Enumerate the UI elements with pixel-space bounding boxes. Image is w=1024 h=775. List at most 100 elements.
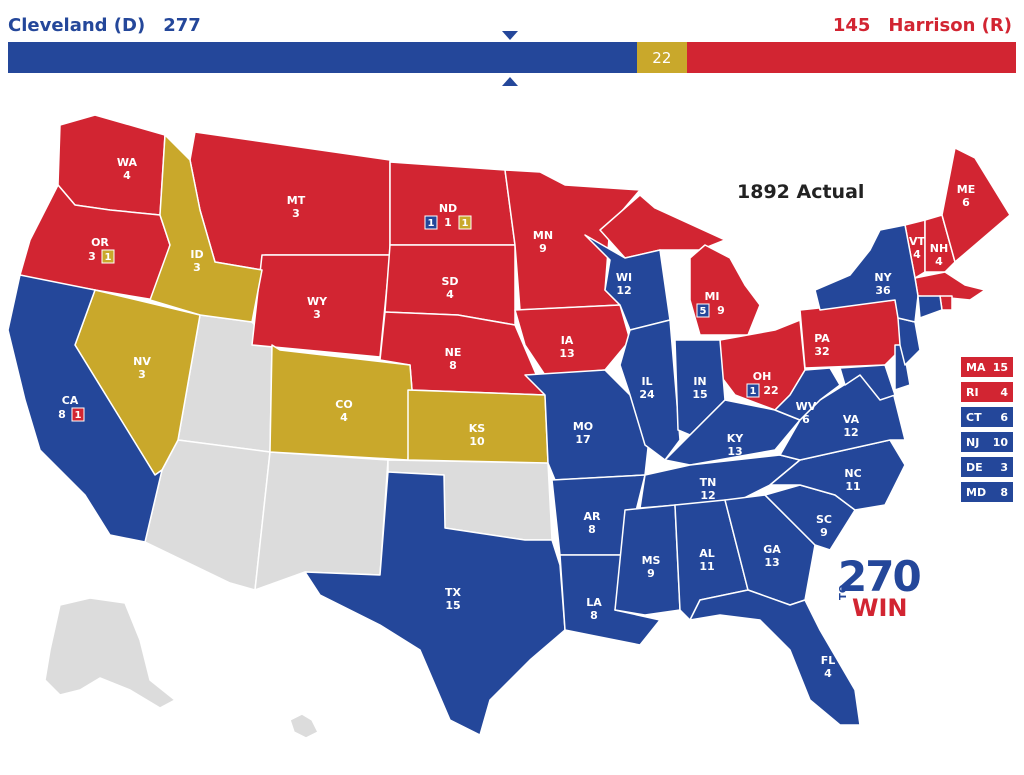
bar-segment-dem [8,42,637,73]
state-mi[interactable] [689,244,761,336]
state-label-oh: OH [753,370,772,383]
split-votes-or: 1 [105,252,112,263]
state-label-ne: NE [445,346,462,359]
state-votes-wi: 12 [616,284,631,297]
state-label-in: IN [693,375,706,388]
legend-abbr: RI [966,385,979,399]
state-votes-ia: 13 [559,347,574,360]
state-il[interactable] [619,319,681,461]
state-votes-il: 24 [639,388,655,401]
state-ct[interactable] [917,295,943,319]
state-label-vt: VT [909,235,926,248]
state-label-ks: KS [469,422,486,435]
legend-item-ct[interactable]: CT 6 [961,407,1013,427]
state-votes-fl: 4 [824,667,832,680]
map-title: 1892 Actual [737,181,865,203]
state-label-sd: SD [441,275,458,288]
legend-item-ri[interactable]: RI 4 [961,382,1013,402]
state-label-mi: MI [704,290,719,303]
logo-number: 270 [838,552,922,601]
split-votes-nd-box [458,215,472,230]
state-nh[interactable] [924,214,956,273]
state-ny[interactable] [814,224,919,323]
state-label-wi: WI [616,271,632,284]
state-label-nc: NC [844,467,861,480]
state-label-il: IL [641,375,652,388]
state-label-ms: MS [642,554,661,567]
legend-abbr: MD [966,485,987,499]
state-ca[interactable] [7,274,163,543]
bar-segment-rep [686,42,1016,73]
dem-votes: 277 [163,15,201,36]
legend-votes: 4 [1000,385,1008,399]
state-votes-ms: 9 [647,567,655,580]
state-label-id: ID [190,248,203,261]
state-md[interactable] [839,364,896,401]
state-label-tx: TX [445,586,462,599]
state-label-me: ME [957,183,975,196]
state-votes-ky: 13 [727,445,742,458]
state-votes-mn: 9 [539,242,547,255]
rep-votes: 145 [832,15,871,36]
logo-win: WIN [852,594,908,622]
state-ak[interactable] [44,597,176,709]
state-votes-sd: 4 [446,288,454,301]
state-label-ar: AR [584,510,602,523]
state-votes-or: 3 [88,250,96,263]
legend-item-md[interactable]: MD 8 [961,482,1013,502]
state-wv[interactable] [774,367,841,421]
state-id[interactable] [149,134,263,323]
state-votes-tn: 12 [700,489,715,502]
state-label-va: VA [843,413,860,426]
state-label-or: OR [91,236,109,249]
state-votes-ga: 13 [764,556,779,569]
270towin-logo[interactable]: 270 TO WIN [838,556,922,622]
state-label-wy: WY [307,295,328,308]
legend-abbr: CT [966,410,982,424]
state-tx[interactable] [304,471,566,736]
state-votes-nv: 3 [138,368,146,381]
state-votes-in: 15 [692,388,707,401]
state-label-sc: SC [816,513,832,526]
split-votes-ca: 1 [75,410,82,421]
other-votes: 22 [652,48,672,67]
state-label-wa: WA [117,156,138,169]
state-votes-nh: 4 [935,255,943,268]
state-wa[interactable] [57,114,166,216]
state-votes-mi: 9 [717,304,725,317]
state-votes-la: 8 [590,609,598,622]
bar-segment-other: 22 [636,42,687,73]
split-votes-left-oh: 1 [750,386,757,397]
legend-item-nj[interactable]: NJ 10 [961,432,1013,452]
legend-votes: 15 [992,360,1008,374]
state-me[interactable] [941,147,1011,263]
state-votes-oh: 22 [763,384,778,397]
legend-item-ma[interactable]: MA 15 [961,357,1013,377]
split-votes-left-oh-box [746,383,760,398]
state-label-pa: PA [814,332,830,345]
state-label-nv: NV [133,355,151,368]
legend-item-de[interactable]: DE 3 [961,457,1013,477]
state-label-ny: NY [874,271,892,284]
state-va[interactable] [779,374,906,461]
legend-abbr: DE [966,460,983,474]
state-nm[interactable] [254,451,389,591]
state-label-al: AL [699,547,715,560]
state-label-mo: MO [573,420,593,433]
split-votes-left-nd-box [424,215,438,230]
split-votes-left-mi: 5 [700,306,707,317]
state-votes-al: 11 [699,560,714,573]
state-votes-pa: 32 [814,345,829,358]
state-label-la: LA [586,596,602,609]
state-votes-id: 3 [193,261,201,274]
split-votes-left-mi-box [696,303,710,318]
state-hi[interactable] [289,713,319,739]
state-fl[interactable] [689,589,861,726]
state-votes-ar: 8 [588,523,596,536]
split-votes-ca-box [71,407,85,422]
state-votes-nd: 1 [444,216,452,229]
legend-votes: 3 [1000,460,1008,474]
legend-abbr: MA [966,360,986,374]
state-ms[interactable] [614,504,681,616]
